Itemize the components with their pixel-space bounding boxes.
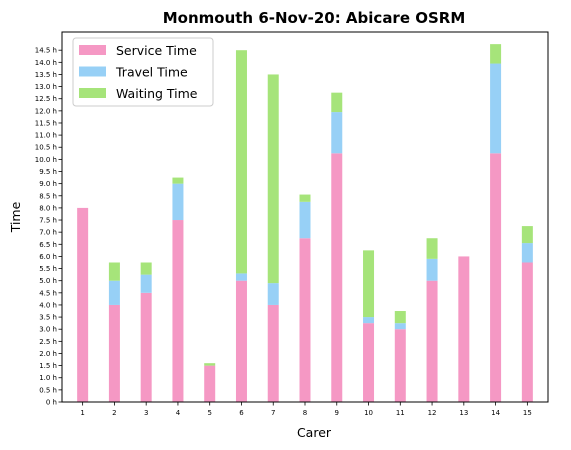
y-tick-label: 5.5 h [39,265,57,273]
bar-carer-4-series-2 [172,177,184,184]
bar-carer-4-series-0 [172,220,184,402]
x-tick-label: 11 [396,409,405,417]
y-tick-label: 8.5 h [39,192,57,200]
y-tick-label: 7.0 h [39,229,57,237]
x-tick-label: 7 [271,409,275,417]
y-tick-label: 0 h [46,399,57,407]
legend-swatch-0 [79,45,106,55]
bar-carer-10-series-0 [363,323,375,402]
bar-carer-8-series-2 [299,194,311,202]
chart-title: Monmouth 6-Nov-20: Abicare OSRM [163,9,466,27]
y-tick-label: 3.5 h [39,314,57,322]
y-tick-label: 14.5 h [35,47,57,55]
x-tick-label: 4 [176,409,181,417]
bar-carer-4-series-1 [172,183,184,221]
y-tick-label: 9.0 h [39,180,57,188]
legend-label-1: Travel Time [115,65,188,80]
y-tick-label: 13.5 h [35,71,57,79]
x-axis-label: Carer [297,425,332,440]
bar-carer-14-series-2 [490,44,502,64]
legend-swatch-1 [79,66,106,77]
bar-carer-8-series-1 [299,201,311,239]
bar-carer-9-series-1 [331,112,343,154]
bar-carer-6-series-1 [235,273,247,281]
y-tick-label: 6.0 h [39,253,57,261]
y-tick-label: 7.5 h [39,217,57,225]
y-tick-label: 11.0 h [35,132,57,140]
legend-swatch-2 [79,88,106,98]
bar-carer-5-series-0 [204,365,216,402]
y-tick-label: 4.5 h [39,289,57,297]
bar-carer-7-series-2 [267,74,279,284]
x-tick-label: 12 [428,409,437,417]
y-tick-label: 2.5 h [39,338,57,346]
bar-carer-9-series-0 [331,153,343,402]
bar-carer-1-series-0 [77,207,89,402]
bar-carer-8-series-0 [299,238,311,402]
bar-carer-11-series-2 [394,311,406,324]
bar-carer-3-series-0 [140,292,152,402]
y-tick-label: 14.0 h [35,59,57,67]
bar-carer-2-series-0 [108,304,120,402]
y-tick-label: 10.5 h [35,144,57,152]
bar-carer-7-series-1 [267,283,279,305]
x-tick-label: 13 [459,409,468,417]
x-tick-label: 5 [207,409,211,417]
x-tick-label: 9 [335,409,339,417]
y-tick-label: 9.5 h [39,168,57,176]
bar-carer-15-series-1 [521,243,533,263]
y-tick-label: 12.5 h [35,95,57,103]
y-tick-label: 8.0 h [39,204,57,212]
x-tick-label: 1 [80,409,84,417]
bar-carer-6-series-0 [235,280,247,402]
x-tick-label: 15 [523,409,532,417]
bar-carer-10-series-2 [363,250,375,318]
bar-carer-12-series-0 [426,280,438,402]
y-axis-label: Time [8,201,23,233]
bar-carer-15-series-2 [521,226,533,244]
bar-carer-6-series-2 [235,50,247,274]
x-tick-label: 3 [144,409,148,417]
bar-carer-12-series-1 [426,258,438,281]
y-tick-label: 5.0 h [39,277,57,285]
y-tick-label: 12.0 h [35,107,57,115]
legend-label-0: Service Time [116,43,197,58]
bar-carer-15-series-0 [521,262,533,402]
bar-carer-2-series-1 [108,280,120,305]
y-tick-label: 2.0 h [39,350,57,358]
bar-carer-7-series-0 [267,304,279,402]
legend-label-2: Waiting Time [116,86,198,101]
bar-carer-11-series-1 [394,323,406,330]
y-tick-label: 3.0 h [39,326,57,334]
legend-box [72,37,214,107]
bars-group [77,44,533,402]
y-tick-label: 0.5 h [39,386,57,394]
y-tick-label: 6.5 h [39,241,57,249]
y-tick-label: 4.0 h [39,301,57,309]
x-tick-label: 8 [303,409,307,417]
bar-carer-10-series-1 [363,317,375,324]
y-tick-label: 10.0 h [35,156,57,164]
y-tick-label: 1.5 h [39,362,57,370]
bar-carer-9-series-2 [331,92,343,113]
y-tick-label: 13.0 h [35,83,57,91]
x-tick-label: 2 [112,409,116,417]
bar-carer-3-series-2 [140,262,152,275]
bar-carer-2-series-2 [108,262,120,281]
bar-carer-13-series-0 [458,256,470,402]
bar-carer-14-series-0 [490,153,502,402]
bar-carer-14-series-1 [490,63,502,154]
bar-carer-11-series-0 [394,329,406,402]
y-tick-label: 11.5 h [35,119,57,127]
x-tick-label: 14 [491,409,500,417]
y-tick-label: 1.0 h [39,374,57,382]
ticks-group: 0 h 0.5 h 1.0 h 1.5 h 2.0 h 2.5 h 3.0 h 3.5 h 4.… [35,47,532,417]
x-tick-label: 10 [364,409,373,417]
bar-carer-5-series-2 [204,363,216,366]
bar-carer-12-series-2 [426,238,438,259]
legend: Service Time Travel Time Waiting Time [72,37,214,107]
x-tick-label: 6 [239,409,244,417]
bar-carer-3-series-1 [140,274,152,293]
